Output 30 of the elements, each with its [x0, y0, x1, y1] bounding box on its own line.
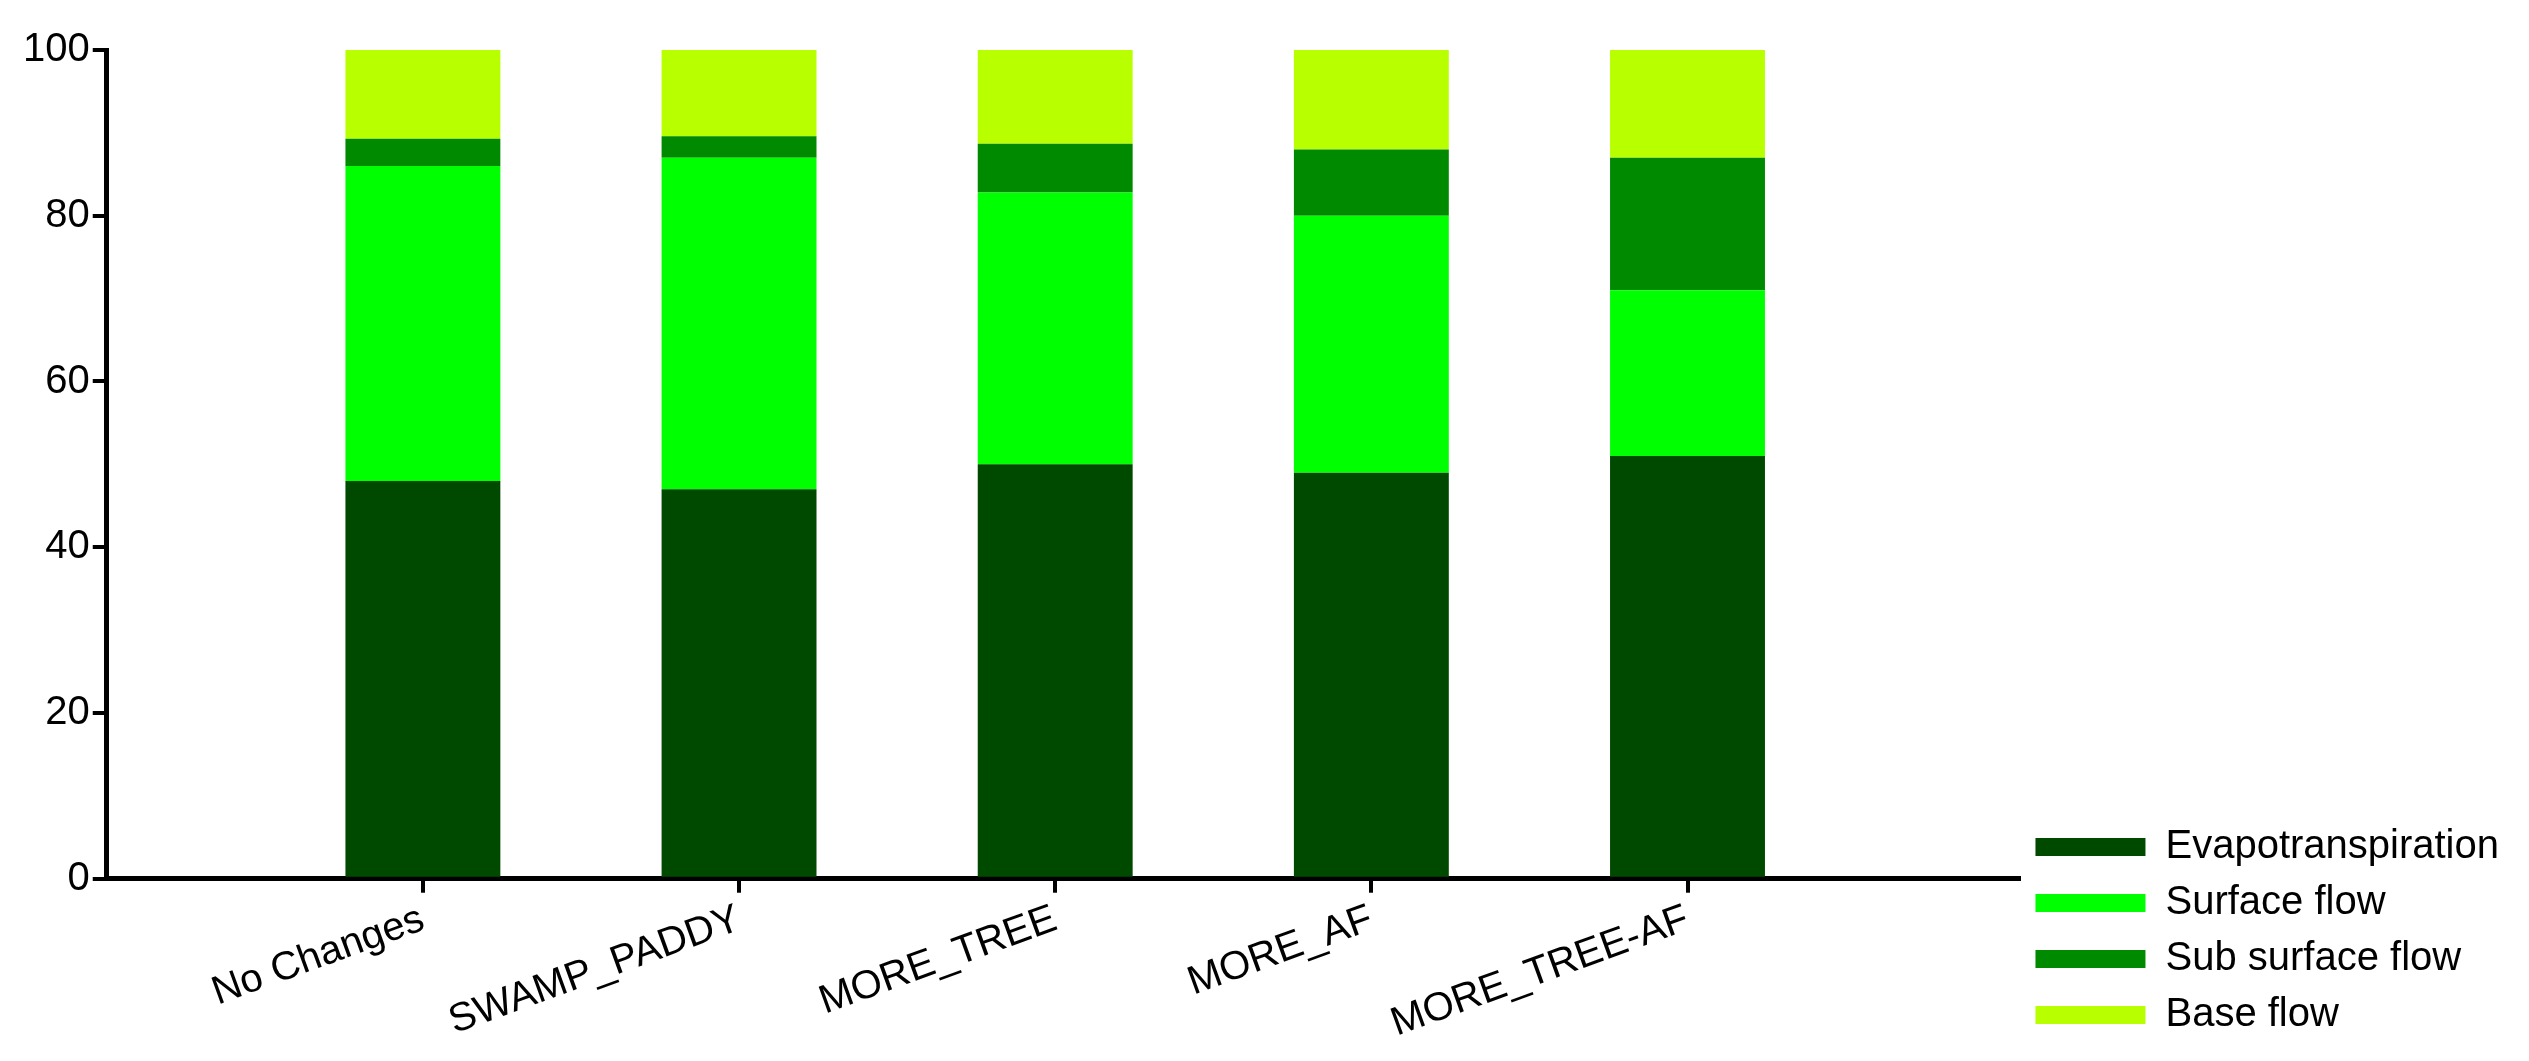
bar: [1293, 50, 1449, 150]
y-tick-label: 40: [45, 522, 90, 567]
bar: [345, 166, 501, 481]
bar: [1293, 149, 1449, 216]
y-tick-label: 0: [67, 853, 90, 898]
bar: [661, 136, 817, 158]
bar: [1293, 472, 1449, 877]
bar: [1610, 157, 1765, 291]
y-tick-label: 60: [45, 356, 90, 401]
bar: [661, 50, 817, 137]
bar: [345, 50, 501, 139]
bar: [1610, 456, 1765, 877]
y-tick-label: 80: [45, 190, 90, 235]
legend-label: Evapotranspiration: [2165, 822, 2500, 867]
bar: [1610, 290, 1765, 457]
legend-label: Sub surface flow: [2165, 934, 2462, 979]
bar: [1610, 50, 1765, 158]
legend-label: Surface flow: [2165, 878, 2386, 923]
bar: [977, 192, 1133, 465]
legend-label: Base flow: [2165, 990, 2339, 1035]
bar: [977, 143, 1133, 193]
y-tick-label: 20: [45, 688, 90, 733]
bar: [1293, 215, 1449, 473]
bar: [661, 489, 817, 877]
bar: [345, 480, 501, 877]
y-tick-label: 100: [22, 25, 90, 70]
bar: [345, 138, 501, 167]
bar: [977, 50, 1133, 144]
bar: [661, 157, 817, 490]
bar: [977, 464, 1133, 877]
